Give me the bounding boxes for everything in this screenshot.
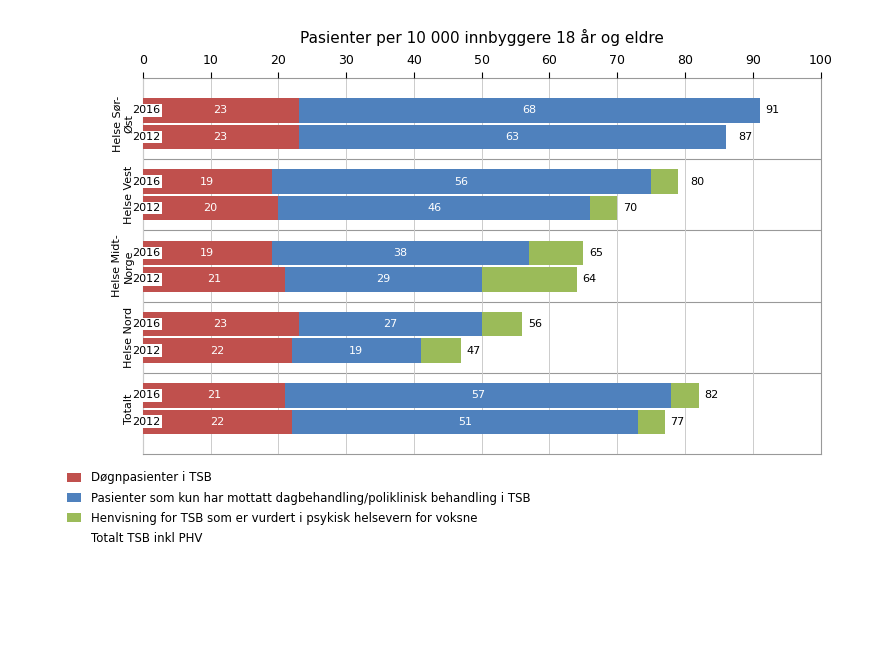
Bar <box>271 241 529 265</box>
Bar <box>143 383 285 408</box>
Title: Pasienter per 10 000 innbyggere 18 år og eldre: Pasienter per 10 000 innbyggere 18 år og… <box>300 29 664 46</box>
Text: 77: 77 <box>670 417 684 427</box>
Text: 80: 80 <box>690 177 705 187</box>
Text: 2016: 2016 <box>132 105 161 116</box>
Text: 19: 19 <box>200 248 214 258</box>
Text: 19: 19 <box>349 345 363 356</box>
Text: 21: 21 <box>207 390 221 400</box>
Text: 46: 46 <box>427 203 442 213</box>
Bar <box>278 196 591 220</box>
Bar <box>292 338 421 363</box>
Bar <box>143 98 299 123</box>
Bar <box>143 125 299 149</box>
Text: 29: 29 <box>376 275 391 284</box>
Text: 82: 82 <box>704 390 718 400</box>
Bar <box>285 267 482 291</box>
Bar <box>271 169 651 194</box>
Bar <box>143 267 285 291</box>
Bar <box>299 98 760 123</box>
Bar <box>143 338 292 363</box>
Text: 2012: 2012 <box>132 417 161 427</box>
Text: Helse Nord: Helse Nord <box>124 307 134 368</box>
Text: 51: 51 <box>458 417 472 427</box>
Bar <box>672 383 698 408</box>
Text: 23: 23 <box>213 105 227 116</box>
Text: 70: 70 <box>623 203 637 213</box>
Text: 27: 27 <box>383 319 397 329</box>
Text: 2016: 2016 <box>132 248 161 258</box>
Text: 2016: 2016 <box>132 319 161 329</box>
Text: 56: 56 <box>454 177 468 187</box>
Text: 23: 23 <box>213 132 227 142</box>
Legend: Døgnpasienter i TSB, Pasienter som kun har mottatt dagbehandling/poliklinisk beh: Døgnpasienter i TSB, Pasienter som kun h… <box>67 471 531 545</box>
Text: 2012: 2012 <box>132 275 161 284</box>
Text: 57: 57 <box>471 390 485 400</box>
Bar <box>482 267 576 291</box>
Bar <box>299 312 482 336</box>
Text: Totalt: Totalt <box>124 393 134 424</box>
Text: 22: 22 <box>211 417 225 427</box>
Text: 2012: 2012 <box>132 203 161 213</box>
Text: 21: 21 <box>207 275 221 284</box>
Bar <box>143 241 271 265</box>
Text: 2016: 2016 <box>132 177 161 187</box>
Text: 87: 87 <box>738 132 752 142</box>
Bar <box>482 312 523 336</box>
Bar <box>143 169 271 194</box>
Bar <box>292 410 638 434</box>
Bar <box>529 241 583 265</box>
Text: 38: 38 <box>393 248 408 258</box>
Text: 56: 56 <box>528 319 541 329</box>
Bar <box>143 196 278 220</box>
Bar <box>143 312 299 336</box>
Bar <box>143 410 292 434</box>
Text: 2012: 2012 <box>132 345 161 356</box>
Text: 23: 23 <box>213 319 227 329</box>
Text: 2016: 2016 <box>132 390 161 400</box>
Text: 20: 20 <box>203 203 218 213</box>
Bar <box>651 169 678 194</box>
Text: 22: 22 <box>211 345 225 356</box>
Text: 64: 64 <box>582 275 596 284</box>
Text: 91: 91 <box>765 105 780 116</box>
Text: 68: 68 <box>522 105 536 116</box>
Bar <box>591 196 617 220</box>
Text: 47: 47 <box>467 345 481 356</box>
Text: 19: 19 <box>200 177 214 187</box>
Bar <box>285 383 672 408</box>
Text: Helse Midt-
Norge: Helse Midt- Norge <box>112 235 134 297</box>
Text: 2012: 2012 <box>132 132 161 142</box>
Bar <box>421 338 461 363</box>
Bar <box>638 410 665 434</box>
Text: Helse Sør-
Øst: Helse Sør- Øst <box>112 95 134 152</box>
Text: Helse Vest: Helse Vest <box>124 165 134 224</box>
Text: 63: 63 <box>505 132 519 142</box>
Bar <box>299 125 726 149</box>
Text: 65: 65 <box>589 248 603 258</box>
